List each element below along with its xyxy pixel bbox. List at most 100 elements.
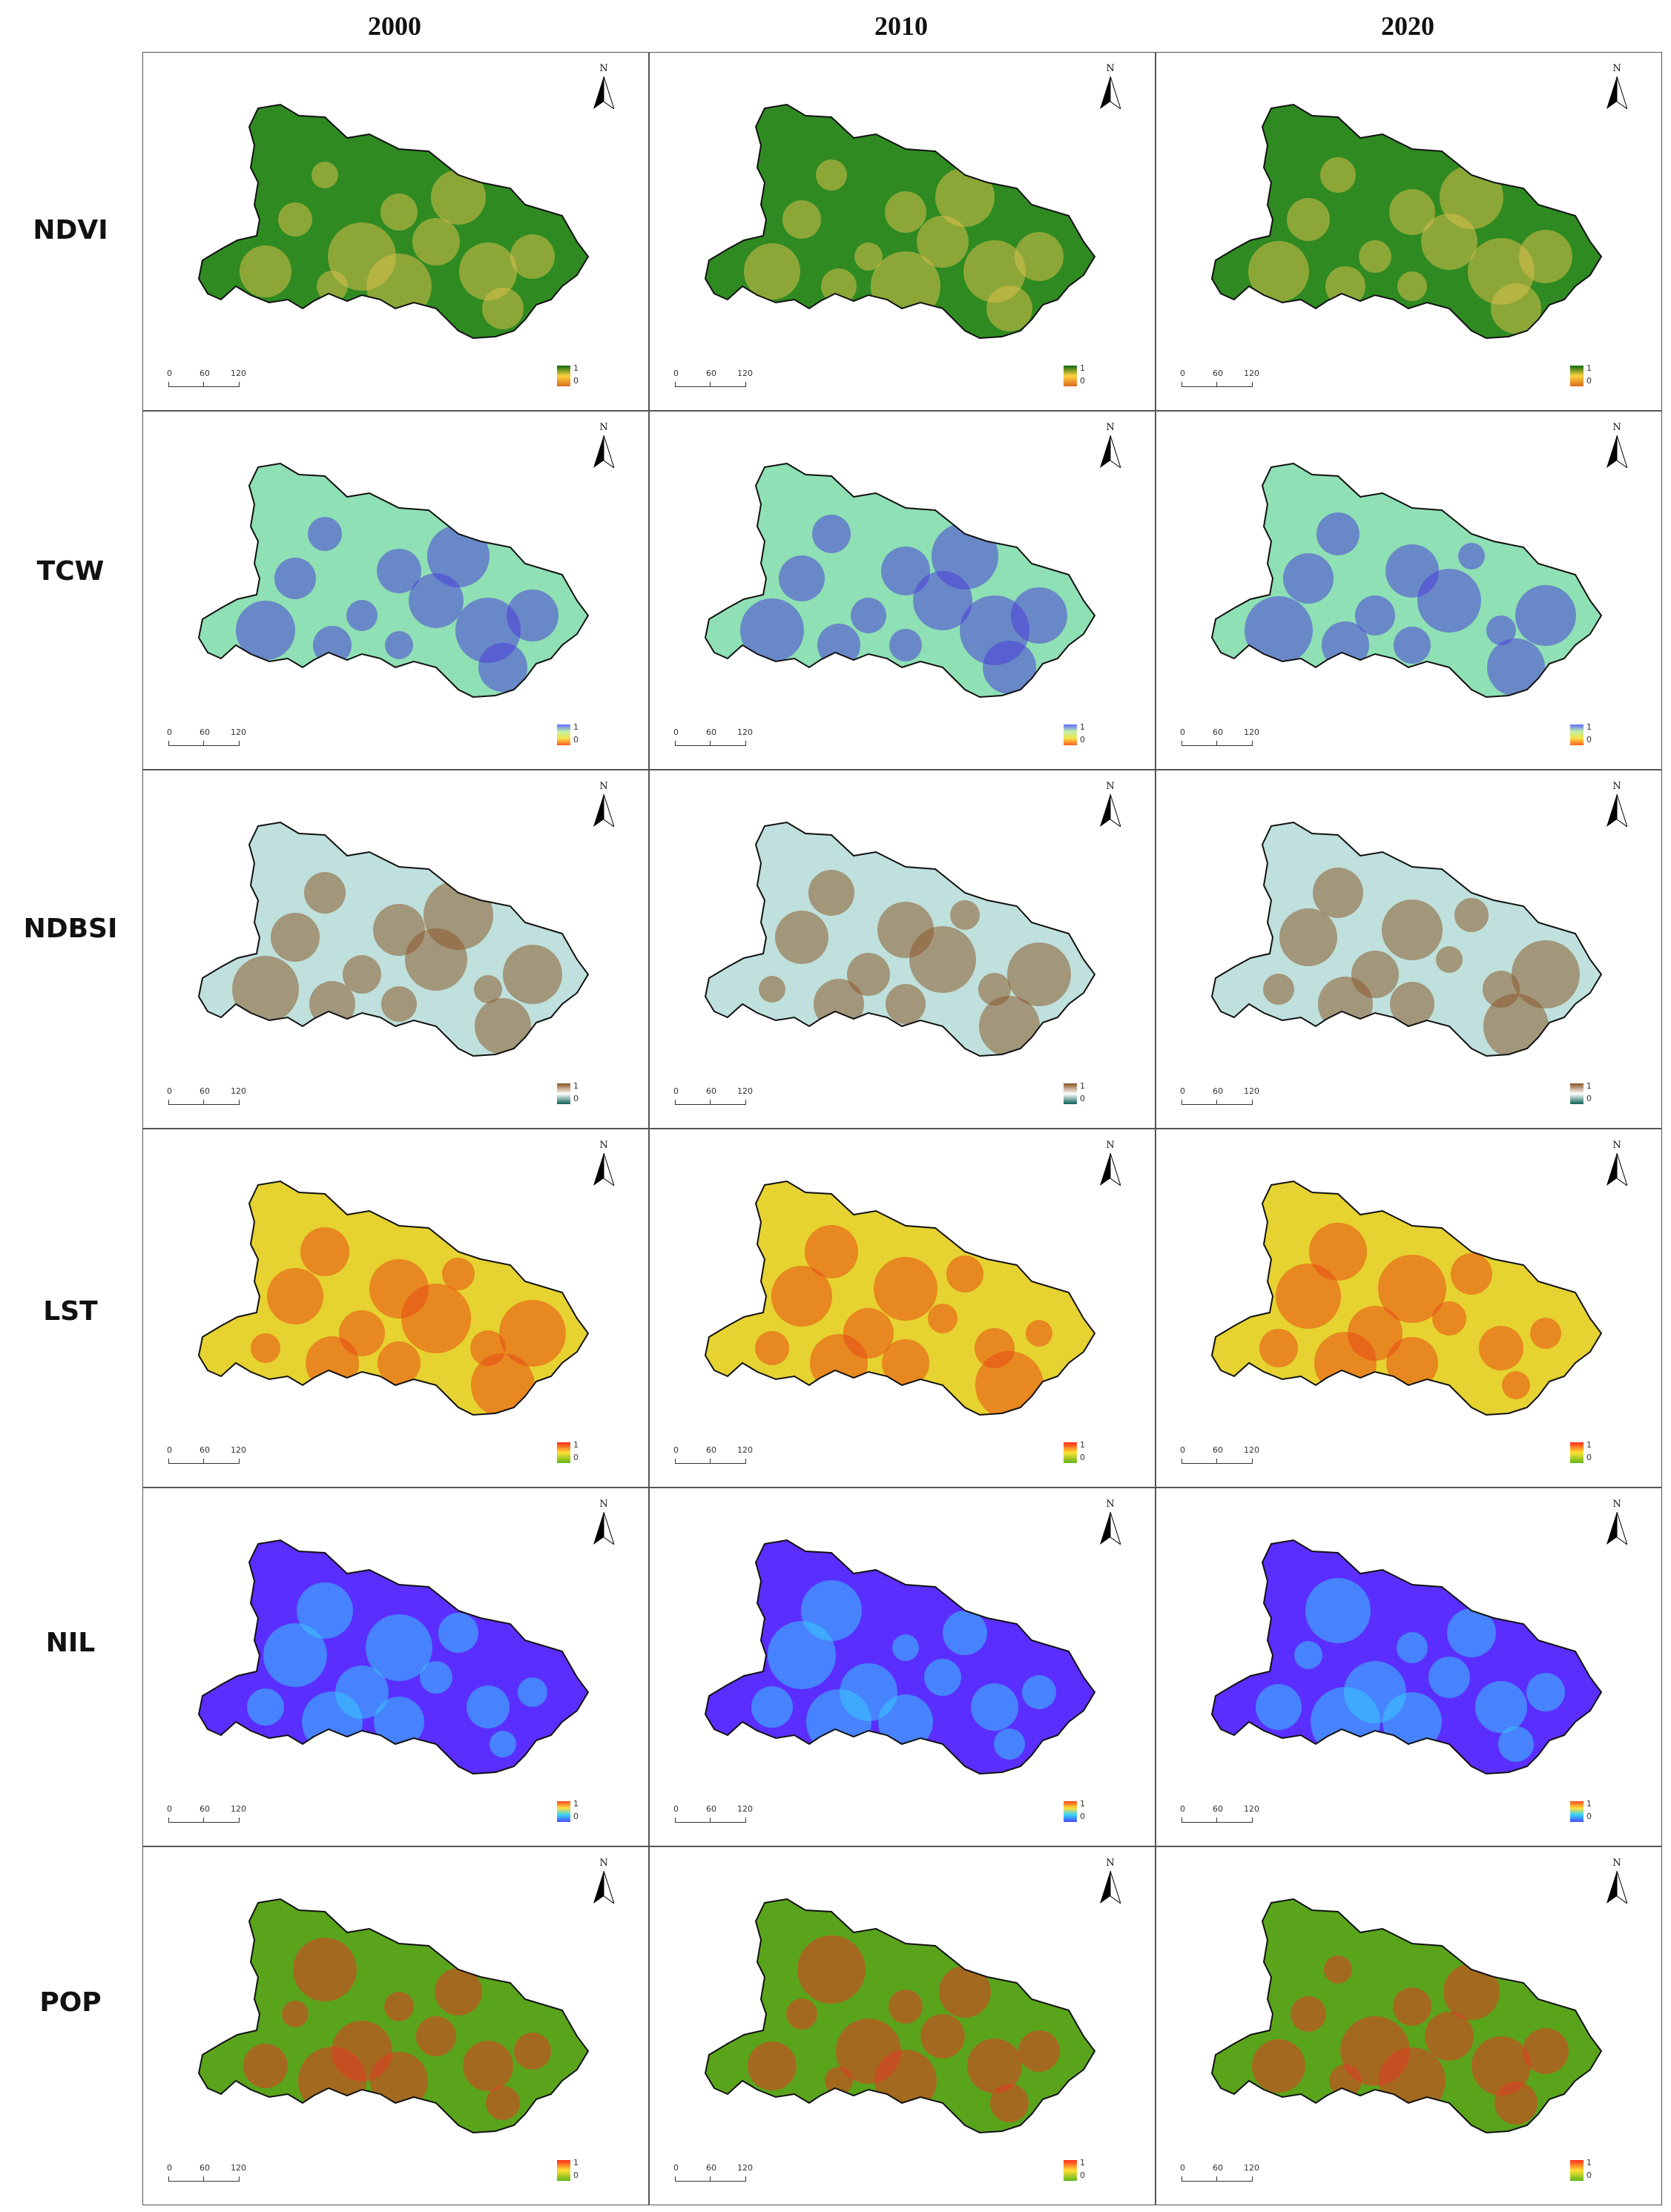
scale-bar-line <box>168 741 240 746</box>
north-arrow-icon: N <box>589 422 619 471</box>
map-panel-ndbsi-2010: N 0 60 120 1 0 <box>649 770 1156 1129</box>
map-hotspot <box>271 913 320 962</box>
legend-low-label: 0 <box>573 1453 579 1462</box>
legend-color-ramp <box>1570 1801 1583 1822</box>
map-hotspot <box>293 1938 357 2001</box>
map-hotspot <box>1498 1726 1534 1762</box>
scale-bar-line <box>1181 2176 1253 2182</box>
province-map <box>1210 103 1603 340</box>
north-label: N <box>599 1858 608 1869</box>
map-panel-nil-2010: N 0 60 120 1 0 <box>649 1488 1156 1846</box>
map-hotspot <box>1011 587 1067 644</box>
map-hotspot <box>1263 974 1294 1005</box>
map-hotspot <box>1248 241 1309 302</box>
map-hotspot <box>1486 615 1516 645</box>
map-hotspot <box>499 1300 566 1367</box>
scale-bar-line <box>1181 741 1253 746</box>
scale-bar: 0 60 120 <box>1180 1445 1269 1467</box>
map-hotspot <box>1487 638 1545 696</box>
scale-label: 120 <box>231 1445 246 1455</box>
scale-label: 0 <box>167 1804 172 1814</box>
province-map <box>704 1898 1096 2134</box>
legend-low-label: 0 <box>1080 376 1085 386</box>
map-hotspot <box>1519 230 1572 283</box>
scale-label: 0 <box>1180 2163 1185 2173</box>
province-map <box>704 1539 1096 1775</box>
map-hotspot <box>306 1336 359 1390</box>
legend-color-ramp <box>1570 1442 1583 1463</box>
map-hotspot <box>990 2084 1029 2122</box>
scale-bar-line <box>675 1459 746 1464</box>
map-hotspot <box>1447 1608 1496 1657</box>
legend-low-label: 0 <box>1080 2170 1085 2180</box>
north-label: N <box>599 422 608 433</box>
province-map <box>704 821 1096 1057</box>
map-hotspot <box>1294 1641 1322 1669</box>
scale-bar: 0 60 120 <box>673 1086 762 1109</box>
map-hotspot <box>1320 157 1356 193</box>
legend-high-label: 1 <box>1586 1440 1592 1450</box>
map-hotspot <box>885 191 926 233</box>
scale-label: 120 <box>231 727 246 737</box>
map-hotspot <box>1491 283 1541 334</box>
legend-low-label: 0 <box>1586 1453 1592 1462</box>
legend-high-label: 1 <box>573 722 579 732</box>
column-header-2010: 2010 <box>874 11 928 41</box>
province-map <box>197 821 590 1057</box>
map-hotspot <box>1389 189 1435 235</box>
map-hotspot <box>1316 512 1359 555</box>
map-hotspot <box>1359 240 1391 273</box>
map-panel-lst-2010: N 0 60 120 1 0 <box>649 1129 1156 1488</box>
province-map <box>704 462 1096 699</box>
map-hotspot <box>816 159 847 191</box>
map-hotspot <box>374 1697 424 1747</box>
map-hotspot <box>507 590 558 641</box>
map-hotspot <box>518 1677 547 1707</box>
scale-bar-tick <box>710 1818 711 1822</box>
north-label: N <box>599 63 608 74</box>
map-hotspot <box>871 251 940 321</box>
map-hotspot <box>247 1688 284 1726</box>
map-hotspot <box>786 1998 817 2030</box>
scale-bar-tick <box>1216 382 1217 386</box>
scale-label: 60 <box>706 1086 716 1096</box>
province-map <box>197 462 590 699</box>
province-boundary <box>704 1180 1096 1416</box>
map-hotspot <box>409 573 464 628</box>
scale-label: 0 <box>1180 727 1185 737</box>
map-hotspot <box>983 641 1036 694</box>
scale-bar: 0 60 120 <box>167 1804 256 1826</box>
scale-label: 120 <box>1244 727 1259 737</box>
scale-label: 60 <box>706 1804 716 1814</box>
map-hotspot <box>971 1683 1018 1731</box>
map-hotspot <box>744 243 800 300</box>
map-hotspot <box>251 1333 280 1363</box>
scale-label: 60 <box>1213 1086 1223 1096</box>
map-hotspot <box>302 1691 363 1752</box>
scale-label: 0 <box>1180 1804 1185 1814</box>
map-hotspot <box>928 1304 958 1333</box>
legend-low-label: 0 <box>573 2170 579 2180</box>
map-hotspot <box>416 2016 456 2056</box>
legend-low-label: 0 <box>1080 1453 1085 1462</box>
map-hotspot <box>482 288 524 329</box>
scale-bar-line <box>1181 1459 1253 1464</box>
north-label: N <box>1612 1499 1621 1510</box>
scale-label: 120 <box>737 727 753 737</box>
legend-color-ramp <box>557 1442 570 1463</box>
map-panel-nil-2020: N 0 60 120 1 0 <box>1156 1488 1662 1846</box>
row-header-pop: POP <box>39 1987 102 2018</box>
map-hotspot <box>748 2041 797 2090</box>
scale-label: 0 <box>167 727 172 737</box>
column-header-2000: 2000 <box>368 11 421 41</box>
map-hotspot <box>1283 553 1334 604</box>
scale-label: 60 <box>1213 2163 1223 2173</box>
scale-label: 0 <box>167 1445 172 1455</box>
legend-color-ramp <box>1064 1083 1077 1104</box>
map-panel-ndvi-2000: N 0 60 120 1 0 <box>142 52 649 411</box>
map-panel-lst-2000: N 0 60 120 1 0 <box>142 1129 649 1488</box>
legend-high-label: 1 <box>1586 722 1592 732</box>
